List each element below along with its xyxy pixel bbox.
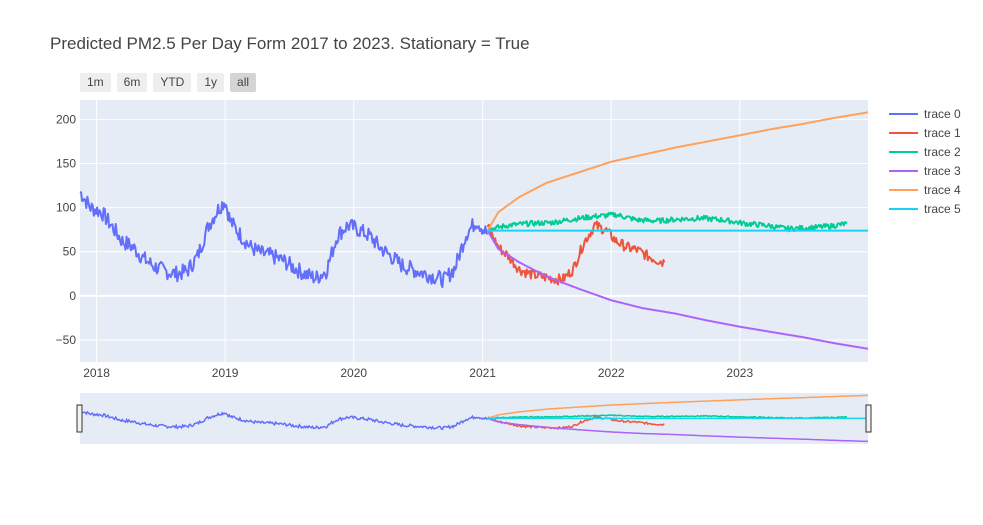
range-button-1m[interactable]: 1m <box>80 73 111 92</box>
x-tick-label: 2022 <box>598 366 625 380</box>
range-slider-line-trace-1 <box>487 415 665 430</box>
y-tick-label: −50 <box>56 333 77 347</box>
legend-item-label[interactable]: trace 4 <box>924 183 961 197</box>
legend-item-label[interactable]: trace 3 <box>924 164 961 178</box>
range-slider-left-handle[interactable] <box>76 404 83 433</box>
series-line-trace-3 <box>486 230 869 350</box>
legend-item-label[interactable]: trace 5 <box>924 202 961 216</box>
range-slider-right-handle[interactable] <box>865 404 872 433</box>
range-slider-line-trace-3 <box>487 417 868 443</box>
legend-item-label[interactable]: trace 1 <box>924 126 961 140</box>
y-tick-label: 0 <box>69 289 76 303</box>
y-tick-label: 150 <box>56 157 76 171</box>
range-button-ytd[interactable]: YTD <box>153 73 192 92</box>
y-tick-label: 100 <box>56 201 76 215</box>
x-tick-label: 2019 <box>212 366 239 380</box>
series-line-trace-2 <box>487 211 848 233</box>
series-line-trace-4 <box>486 111 869 232</box>
series-line-trace-0 <box>79 190 489 289</box>
range-button-6m[interactable]: 6m <box>116 73 148 92</box>
x-tick-label: 2020 <box>340 366 367 380</box>
x-tick-label: 2021 <box>469 366 496 380</box>
series-line-trace-1 <box>486 220 666 286</box>
range-button-1y[interactable]: 1y <box>197 73 225 92</box>
x-tick-label: 2018 <box>83 366 110 380</box>
legend-item-label[interactable]: trace 0 <box>924 107 961 121</box>
chart-title: Predicted PM2.5 Per Day Form 2017 to 202… <box>50 34 530 53</box>
range-slider-line-trace-4 <box>487 394 868 420</box>
range-selector: 1m 6m YTD 1y all <box>80 73 257 92</box>
range-slider-line-trace-0 <box>79 410 488 431</box>
y-tick-label: 200 <box>56 112 76 126</box>
range-button-all[interactable]: all <box>230 73 257 92</box>
y-tick-label: 50 <box>63 245 77 259</box>
x-tick-label: 2023 <box>726 366 753 380</box>
legend-item-label[interactable]: trace 2 <box>924 145 961 159</box>
